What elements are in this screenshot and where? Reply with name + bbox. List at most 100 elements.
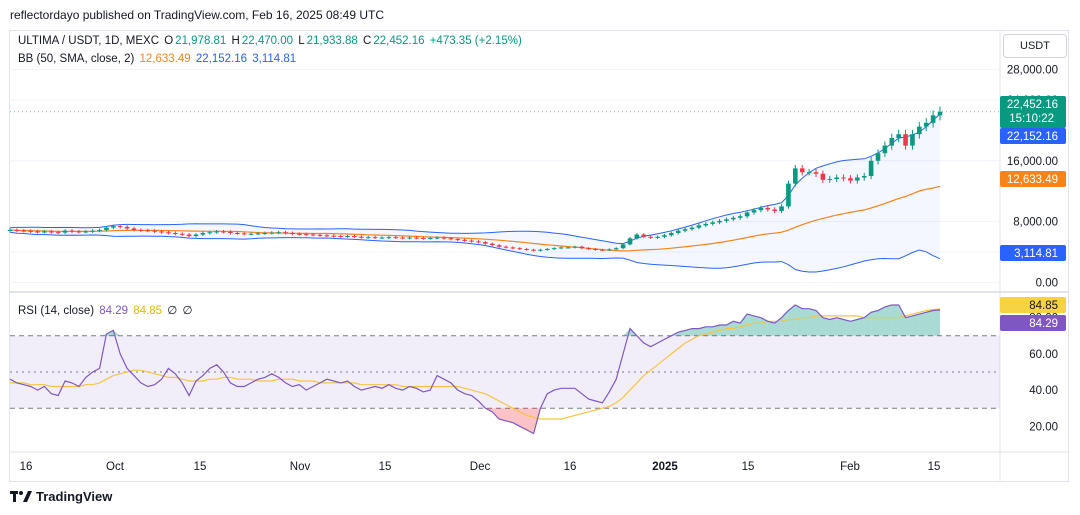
bb-label[interactable]: BB (50, SMA, close, 2) — [18, 53, 135, 65]
rsi-oversold-fill — [512, 408, 520, 427]
rsi-overbought-fill — [905, 315, 913, 336]
candle-body — [758, 207, 764, 211]
low-value: 21,933.88 — [306, 35, 358, 47]
candle-body — [352, 236, 357, 238]
rsi-overbought-fill — [678, 330, 686, 336]
candle-body — [69, 230, 75, 232]
rsi-value: 84.29 — [99, 305, 129, 317]
candle-body — [765, 207, 771, 210]
candle-body — [861, 176, 867, 178]
candle-body — [414, 237, 419, 239]
bb-basis-value: 12,633.49 — [139, 53, 191, 65]
candle-body — [248, 233, 254, 235]
publish-header: reflectordayo published on TradingView.c… — [10, 8, 385, 22]
candle-body — [262, 233, 268, 234]
countdown-badge: 15:10:22 — [1009, 113, 1054, 125]
candle-body — [359, 236, 364, 238]
candle-body — [290, 233, 295, 234]
candle-body — [35, 231, 40, 233]
rsi-band-background — [10, 335, 1000, 409]
candle-body — [607, 249, 612, 251]
rsi-ma-value: 84.85 — [133, 305, 163, 317]
candle-body — [331, 235, 337, 237]
price-tick-label: 28,000.00 — [1007, 65, 1058, 77]
candle-body — [303, 234, 309, 236]
candle-body — [917, 126, 922, 135]
rsi-overbought-fill — [692, 328, 699, 336]
candle-body — [159, 231, 164, 233]
bb-lower-badge-bg — [1000, 245, 1066, 261]
symbol-label[interactable]: ULTIMA / USDT, 1D, MEXC — [18, 35, 160, 47]
rsi-overbought-fill — [698, 326, 706, 336]
candle-body — [131, 228, 137, 230]
candle-body — [696, 225, 702, 228]
open-label: O — [164, 35, 174, 47]
candle-body — [586, 248, 591, 250]
candle-body — [49, 231, 54, 233]
candle-body — [186, 234, 192, 237]
candle-body — [90, 230, 95, 232]
candle-body — [400, 237, 405, 239]
rsi-badge: 84.29 — [1029, 318, 1058, 330]
candle-body — [600, 249, 605, 251]
rsi-label[interactable]: RSI (14, close) — [18, 305, 95, 317]
candle-body — [407, 237, 412, 239]
candle-body — [462, 239, 467, 241]
open-value: 21,978.81 — [175, 35, 227, 47]
rsi-overbought-fill — [747, 314, 754, 336]
candle-body — [855, 177, 860, 181]
candle-body — [269, 232, 275, 234]
candle-body — [28, 230, 33, 232]
candle-body — [882, 145, 888, 154]
candle-body — [83, 231, 89, 233]
candle-body — [930, 115, 936, 123]
bb-basis-badge-bg — [1000, 171, 1066, 187]
candle-body — [483, 242, 488, 244]
candle-body — [531, 249, 536, 251]
candle-body — [434, 237, 440, 239]
low-label: L — [298, 35, 305, 47]
candle-body — [751, 210, 757, 213]
candle-body — [283, 232, 288, 234]
bb-legend: BB (50, SMA, close, 2) 12,633.49 22,152.… — [18, 53, 298, 65]
rsi-overbought-fill — [850, 319, 858, 336]
currency-button[interactable]: USDT — [1003, 34, 1067, 58]
candle-body — [393, 237, 399, 239]
rsi-oversold-fill — [519, 408, 527, 430]
candle-body — [641, 234, 647, 237]
candle-body — [235, 233, 240, 234]
rsi-overbought-fill — [705, 326, 713, 336]
time-tick-label: Feb — [840, 461, 860, 473]
candle-body — [228, 231, 233, 233]
candle-body — [675, 230, 681, 233]
bb-lower-line — [9, 231, 941, 273]
rsi-overbought-fill — [864, 312, 872, 336]
candle-body — [173, 233, 178, 234]
candle-body — [827, 179, 833, 181]
candle-body — [813, 172, 819, 174]
candle-body — [145, 230, 151, 232]
candle-body — [689, 227, 695, 230]
rsi-overbought-fill — [802, 308, 810, 336]
bb-lower-badge: 3,114.81 — [1014, 248, 1058, 260]
candle-body — [14, 229, 20, 231]
rsi-overbought-fill — [788, 305, 796, 336]
close-value: 22,452.16 — [373, 35, 425, 47]
candle-body — [510, 247, 516, 249]
rsi-overbought-fill — [871, 310, 878, 336]
rsi-oversold-fill — [499, 408, 506, 421]
rsi-overbought-fill — [809, 308, 816, 336]
candle-body — [207, 232, 213, 234]
price-tick-label: 8,000.00 — [1013, 217, 1058, 229]
candle-body — [779, 206, 784, 211]
candle-body — [655, 236, 660, 238]
rsi-overbought-fill — [912, 314, 920, 336]
time-tick-label: Dec — [470, 461, 491, 473]
price-tick-label: 0.00 — [1036, 277, 1058, 289]
change-value: +473.35 (+2.15%) — [429, 35, 522, 47]
candle-body — [193, 234, 199, 237]
candle-body — [731, 217, 736, 220]
rsi-overbought-fill — [740, 314, 748, 336]
close-label: C — [363, 35, 372, 47]
